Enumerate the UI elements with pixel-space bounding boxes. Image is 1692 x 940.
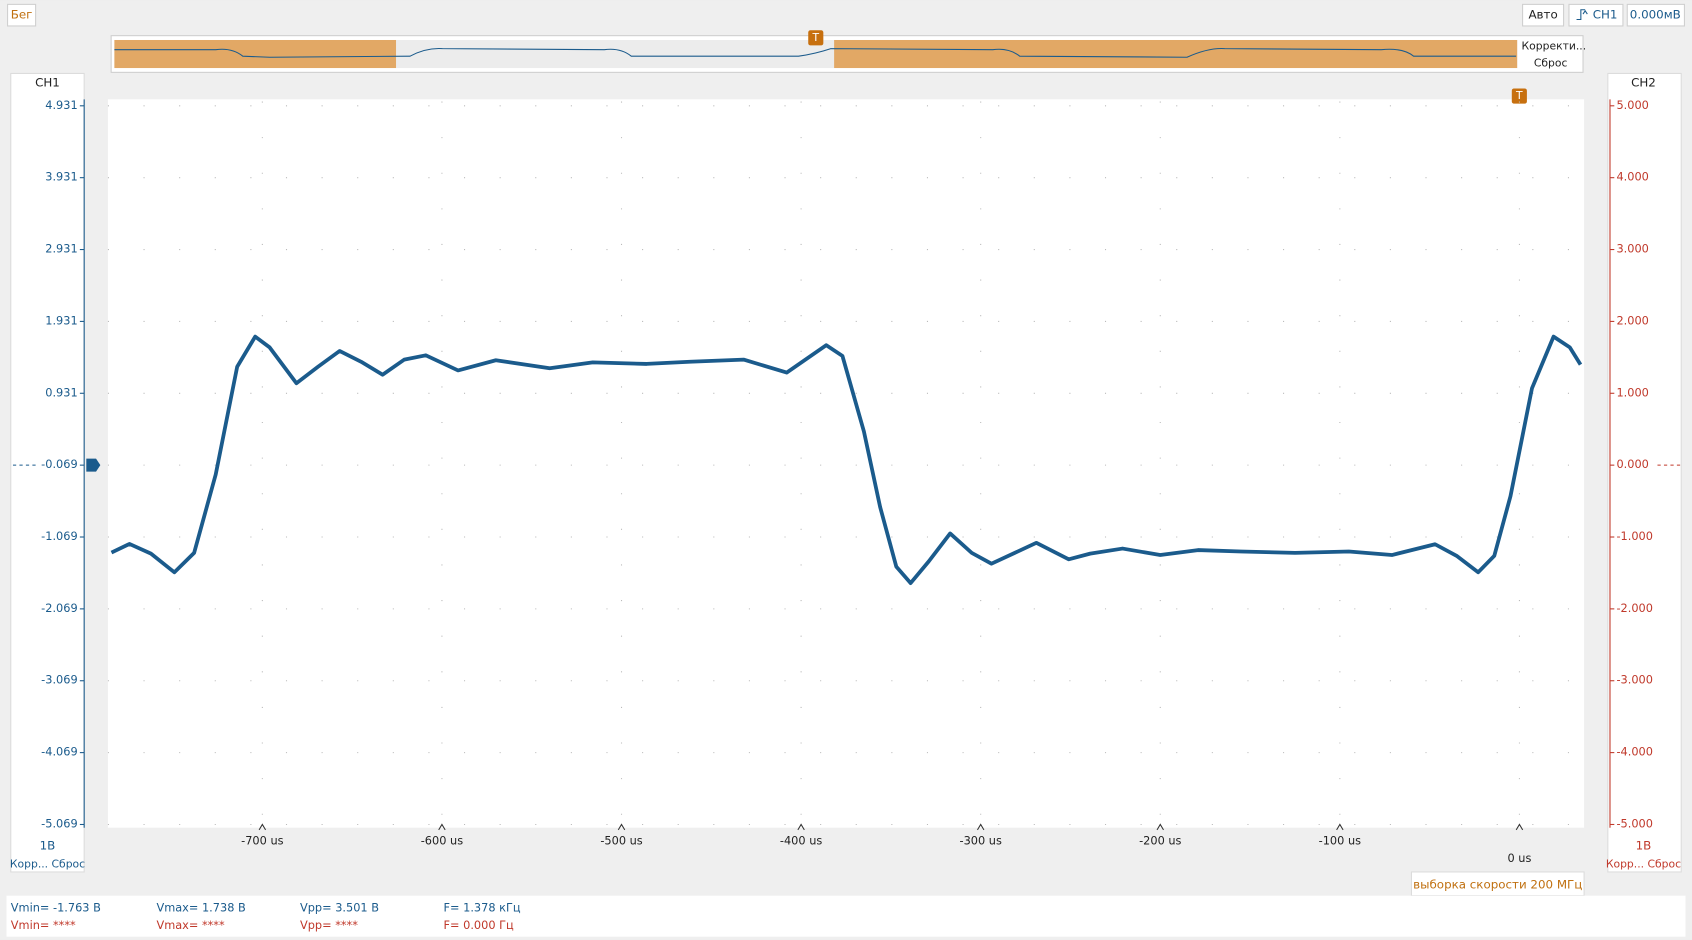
measurements-panel	[6, 895, 1686, 937]
overview-trace	[114, 47, 1517, 58]
measurement: Vmax= 1.738 В	[156, 901, 245, 915]
y2-tick-label: -1.000	[1616, 529, 1653, 543]
y2-tick-label: 0.000	[1616, 457, 1648, 471]
y2-tick-label: 5.000	[1616, 98, 1648, 112]
measurements: Vmin= -1.763 В Vmax= 1.738 В Vpp= 3.501 В F…	[11, 901, 521, 932]
plot-area	[107, 99, 1585, 828]
y-tick-label: -5.069	[41, 816, 78, 830]
x-tick-label: -200 us	[1139, 834, 1181, 848]
overview-mask-left	[114, 39, 397, 69]
y2-tick-label: 3.000	[1616, 242, 1648, 256]
measurement: F= 0.000 Гц	[444, 918, 515, 932]
y2-tick-label: -2.000	[1616, 601, 1653, 615]
y2-tick-label: 4.000	[1616, 170, 1648, 184]
sample-rate: выборка скорости 200 МГц	[1413, 877, 1582, 891]
overview-correct[interactable]: Корректи...	[1522, 39, 1587, 52]
right-panel	[1607, 72, 1682, 873]
measurement: Vmin= -1.763 В	[11, 901, 101, 915]
overview-reset[interactable]: Сброс	[1534, 57, 1568, 70]
measurement: Vmax= ****	[156, 918, 225, 932]
trigger-level-label: 0.000мВ	[1630, 8, 1681, 22]
overview-mask-right	[834, 39, 1518, 69]
y2-tick-label: 2.000	[1616, 313, 1648, 327]
x-tick	[976, 823, 985, 831]
x-tick	[1336, 823, 1344, 831]
run-label: Бег	[11, 8, 33, 22]
x-tick	[438, 823, 446, 831]
run-button[interactable]	[7, 3, 37, 27]
y-tick-label: -3.069	[41, 673, 78, 687]
x-tick	[617, 823, 626, 831]
right-buttons[interactable]: Корр... Сброс	[1606, 857, 1681, 870]
right-scale[interactable]: 1В	[1636, 839, 1652, 853]
x-tick-label: -700 us	[241, 834, 283, 848]
x-tick-label: -500 us	[600, 834, 642, 848]
x-tick-label: -100 us	[1319, 834, 1361, 848]
y-tick-label: -2.069	[41, 601, 78, 615]
measurement: Vpp= 3.501 В	[300, 901, 379, 915]
x-tick-label: -400 us	[780, 834, 822, 848]
x-tick-label: -300 us	[959, 834, 1001, 848]
x-tick-label: -600 us	[421, 834, 463, 848]
x-tick	[1515, 823, 1524, 831]
trigger-icon: T	[1515, 89, 1523, 102]
left-buttons[interactable]: Корр... Сброс	[10, 857, 85, 870]
x-tick	[797, 823, 805, 831]
mode-button[interactable]	[1522, 3, 1565, 27]
right-title: CH2	[1631, 76, 1656, 90]
measurement: F= 1.378 кГц	[444, 901, 521, 915]
y2-tick-label: -5.000	[1616, 816, 1653, 830]
waveform	[110, 334, 1583, 585]
x-tick-label: 0 us	[1507, 851, 1531, 865]
x-tick	[258, 823, 267, 831]
y2-tick-label: 1.000	[1616, 385, 1648, 399]
edge-icon	[1576, 9, 1588, 21]
trigger-level-button[interactable]	[1626, 3, 1685, 27]
y-tick-label: 4.931	[45, 98, 77, 112]
trigger-marker	[1511, 88, 1527, 104]
y-tick-label: 2.931	[45, 242, 77, 256]
x-tick	[1156, 823, 1164, 831]
left-title: CH1	[35, 76, 60, 90]
y-tick-label: 0.931	[45, 385, 77, 399]
y-tick-label: 1.931	[45, 313, 77, 327]
mode-label: Авто	[1528, 8, 1557, 22]
trigger-icon: T	[811, 31, 819, 44]
channel-marker	[86, 458, 101, 472]
measurement: Vpp= ****	[300, 918, 358, 932]
y2-tick-label: -4.000	[1616, 745, 1653, 759]
y-tick-label: -4.069	[41, 745, 78, 759]
y-tick-label: -0.069	[41, 457, 78, 471]
trigger-channel-label: CH1	[1593, 8, 1618, 22]
y-tick-label: 3.931	[45, 170, 77, 184]
y2-tick-label: -3.000	[1616, 673, 1653, 687]
trigger-marker-overview	[808, 30, 824, 46]
measurement: Vmin= ****	[11, 918, 76, 932]
y-tick-label: -1.069	[41, 529, 78, 543]
left-scale[interactable]: 1В	[40, 839, 56, 853]
